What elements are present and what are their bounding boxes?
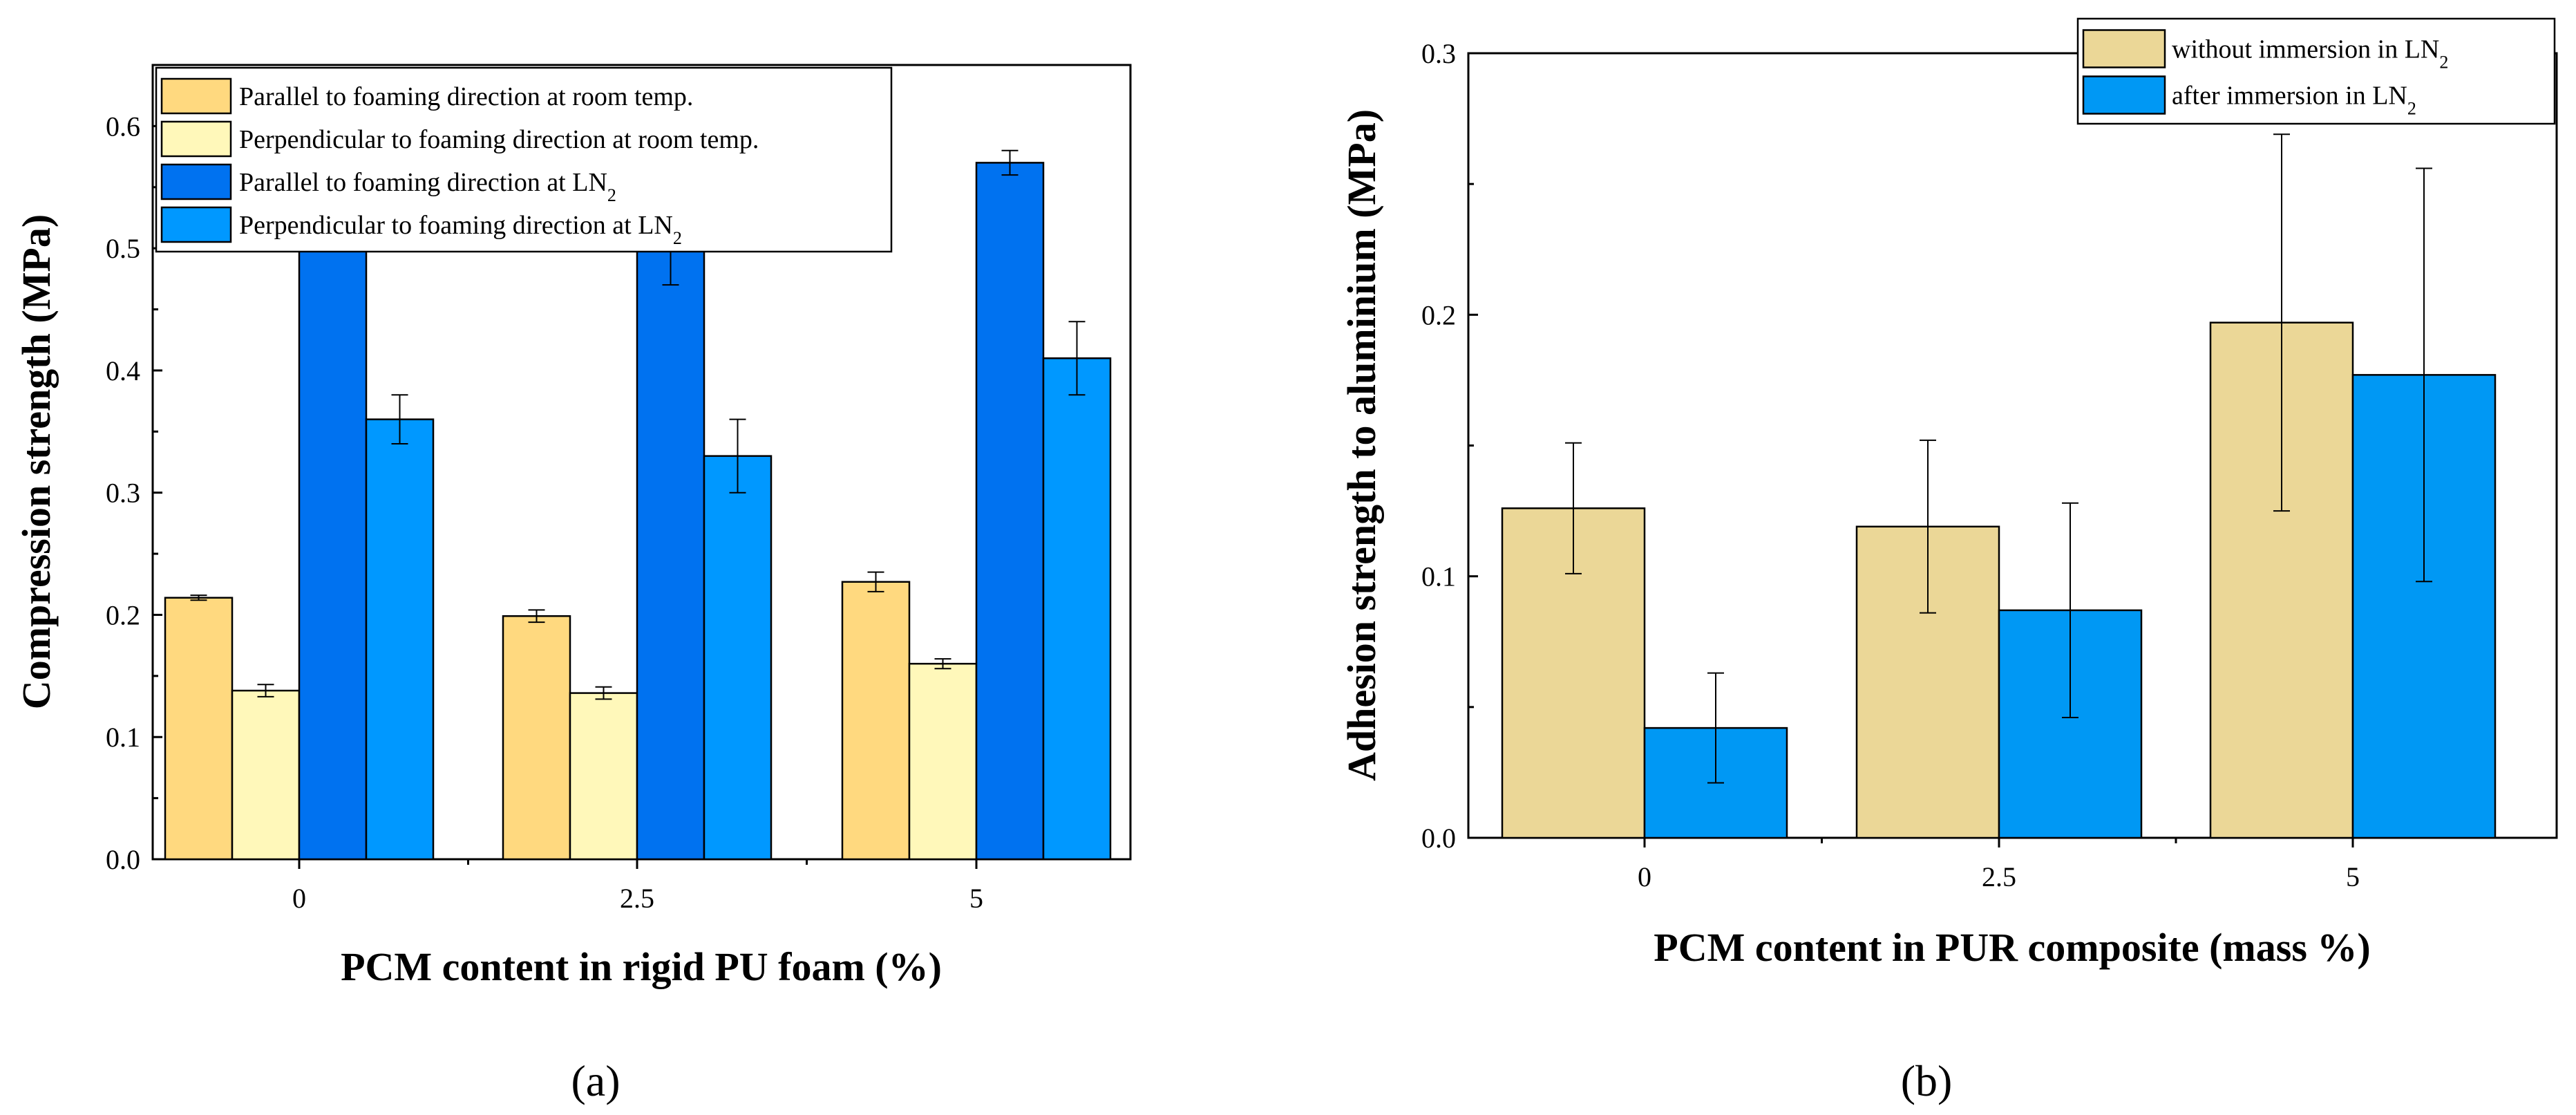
legend-swatch — [160, 206, 232, 243]
y-tick-label: 0.6 — [106, 111, 140, 142]
bar — [841, 581, 911, 861]
chart-a-x-axis-title: PCM content in rigid PU foam (%) — [341, 944, 942, 989]
chart-b-y-axis-title: Adhesion strength to aluminium (MPa) — [1339, 109, 1384, 781]
x-tick-label: 0 — [1638, 861, 1651, 892]
chart-b-bars — [1501, 133, 2497, 839]
y-tick-label: 0.2 — [1421, 299, 1456, 330]
y-tick-label: 0.4 — [106, 355, 140, 386]
legend-label-subscript: 2 — [673, 228, 682, 248]
chart-b-panel-label: (b) — [1901, 1056, 1953, 1105]
y-tick-label: 0.3 — [1421, 38, 1456, 69]
y-tick-label: 0.3 — [106, 478, 140, 509]
chart-a-panel-label: (a) — [571, 1056, 620, 1105]
y-tick-label: 0.0 — [106, 844, 140, 875]
legend-label: Perpendicular to foaming direction at ro… — [239, 125, 759, 154]
legend-swatch — [160, 120, 232, 158]
bar — [298, 223, 368, 861]
chart-a: 0.00.10.20.30.40.50.6 0 2.5 5 Parallel to … — [14, 64, 1132, 1105]
chart-b: 0.00.10.20.3 0 2.5 5 without immersion in … — [1339, 17, 2558, 1105]
x-tick-label: 5 — [969, 883, 983, 914]
bar — [502, 615, 571, 861]
legend-swatch — [2082, 29, 2166, 68]
legend-label: Parallel to foaming direction at room te… — [239, 82, 693, 111]
chart-a-x-ticks: 0 2.5 5 — [292, 859, 983, 914]
x-tick-label: 2.5 — [1982, 861, 2016, 892]
chart-a-y-ticks: 0.0 0.1 0.2 0.3 0.4 0.5 0.6 — [106, 111, 162, 875]
y-tick-label: 0.2 — [106, 599, 140, 630]
y-tick-label: 0.1 — [1421, 561, 1456, 592]
bar — [975, 162, 1045, 861]
legend-label-subscript: 2 — [607, 185, 616, 205]
x-tick-label: 2.5 — [620, 883, 654, 914]
chart-b-y-ticks: 0.0 0.1 0.2 0.3 — [1421, 38, 1478, 854]
legend-label-subscript: 2 — [2439, 52, 2448, 72]
bar — [164, 597, 234, 861]
legend-box — [155, 66, 893, 253]
chart-b-x-axis-title: PCM content in PUR composite (mass %) — [1654, 925, 2370, 970]
x-tick-label: 5 — [2346, 861, 2360, 892]
bar — [365, 418, 435, 861]
legend-label-subscript: 2 — [2407, 98, 2416, 118]
legend-swatch — [160, 77, 232, 115]
chart-a-bars — [164, 149, 1112, 861]
legend-swatch — [2082, 75, 2166, 115]
bar — [908, 662, 978, 861]
bar — [231, 689, 301, 861]
x-tick-label: 0 — [292, 883, 306, 914]
chart-b-x-ticks: 0 2.5 5 — [1638, 838, 2360, 892]
bar — [703, 455, 773, 861]
y-tick-label: 0.1 — [106, 722, 140, 753]
chart-a-legend: Parallel to foaming direction at room te… — [155, 66, 893, 253]
bar — [569, 692, 638, 861]
bar — [1042, 357, 1112, 861]
chart-a-y-axis-title: Compression strength (MPa) — [14, 214, 59, 709]
y-tick-label: 0.5 — [106, 233, 140, 264]
bar — [636, 247, 705, 861]
legend-swatch — [160, 163, 232, 200]
y-tick-label: 0.0 — [1421, 823, 1456, 854]
